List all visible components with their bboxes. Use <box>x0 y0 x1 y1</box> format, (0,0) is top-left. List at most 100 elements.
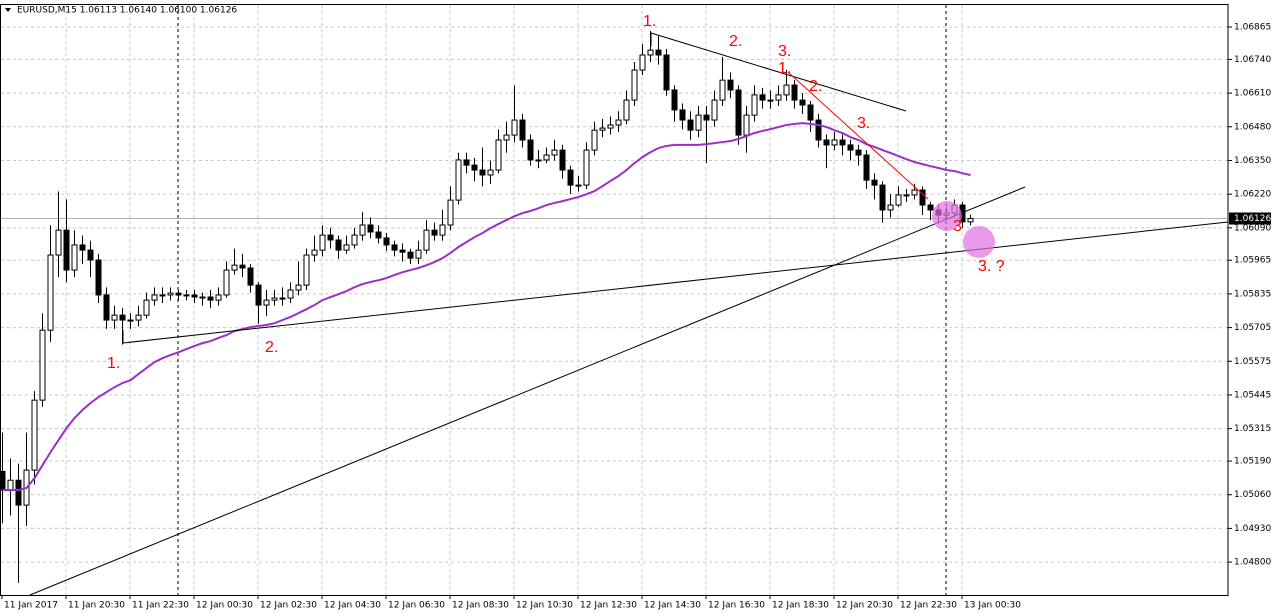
candle-body <box>967 218 974 223</box>
candle-body <box>95 259 102 296</box>
candle-body <box>367 224 374 233</box>
candle-body <box>407 251 414 259</box>
candle-body <box>423 229 430 251</box>
y-tick-label: 1.04800 <box>1234 558 1271 568</box>
candle-body <box>791 84 798 101</box>
highlight-circle <box>932 201 962 231</box>
y-tick-label: 1.05445 <box>1234 390 1271 400</box>
x-tick-label: 12 Jan 18:30 <box>772 601 829 611</box>
candle-body <box>591 129 598 151</box>
trend-line <box>122 221 1229 344</box>
candle-body <box>223 269 230 296</box>
y-tick-label: 1.06865 <box>1234 23 1271 33</box>
candle-body <box>823 139 830 146</box>
candle-body <box>807 104 814 121</box>
candle-body <box>151 294 158 301</box>
candle-body <box>519 119 526 141</box>
candle-body <box>263 299 270 306</box>
candle-body <box>623 99 630 121</box>
candle-body <box>111 314 118 321</box>
candle-body <box>615 119 622 126</box>
candle-body <box>551 149 558 156</box>
candle-body <box>567 169 574 186</box>
candle-body <box>639 54 646 71</box>
annotation: 3 <box>953 218 962 235</box>
x-tick-label: 11 Jan 20:30 <box>68 601 125 611</box>
candle-body <box>319 234 326 251</box>
candle-body <box>711 99 718 121</box>
x-tick-label: 12 Jan 04:30 <box>324 601 381 611</box>
candle-body <box>255 284 262 306</box>
candle-body <box>207 296 214 301</box>
candle-body <box>47 254 54 331</box>
candle-body <box>103 294 110 321</box>
candle-body <box>167 292 174 296</box>
candle-body <box>679 109 686 121</box>
candle-body <box>351 234 358 246</box>
x-tick-label: 12 Jan 08:30 <box>452 601 509 611</box>
candle-body <box>879 184 886 211</box>
candle-body <box>239 264 246 269</box>
x-tick-label: 12 Jan 02:30 <box>260 601 317 611</box>
candle-body <box>303 254 310 286</box>
candle-body <box>671 89 678 111</box>
annotation: 3. <box>778 43 791 60</box>
candle-body <box>215 294 222 301</box>
highlight-circle <box>963 226 995 258</box>
candle-body <box>127 319 134 322</box>
candle-body <box>663 54 670 91</box>
candle-body <box>607 124 614 129</box>
candle-body <box>247 267 254 286</box>
candle-body <box>287 289 294 299</box>
candle-body <box>15 479 22 506</box>
grid <box>1 5 1228 595</box>
candle-body <box>815 119 822 141</box>
x-tick-label: 12 Jan 14:30 <box>644 601 701 611</box>
candle-body <box>359 224 366 236</box>
candle-body <box>471 164 478 171</box>
candle-body <box>447 199 454 226</box>
y-tick-label: 1.06740 <box>1234 55 1271 65</box>
candle-body <box>583 149 590 186</box>
y-tick-label: 1.06090 <box>1234 223 1271 233</box>
annotation: 3. ? <box>978 258 1005 275</box>
candle-body <box>799 99 806 106</box>
y-tick-label: 1.05575 <box>1234 357 1271 367</box>
candle-body <box>727 79 734 91</box>
candle-body <box>559 149 566 171</box>
candle-body <box>463 159 470 166</box>
candle-body <box>383 237 390 246</box>
candle-body <box>735 89 742 136</box>
x-tick-label: 12 Jan 10:30 <box>516 601 573 611</box>
moving-average <box>2 122 971 492</box>
x-tick-label: 12 Jan 12:30 <box>580 601 637 611</box>
trend-line <box>29 186 1026 596</box>
candle-body <box>543 154 550 161</box>
y-tick-label: 1.06350 <box>1234 156 1271 166</box>
trend-line <box>787 71 929 200</box>
candle-body <box>7 479 14 491</box>
candle-body <box>415 249 422 259</box>
candle-body <box>399 249 406 253</box>
candle-body <box>887 204 894 211</box>
menu-icon[interactable] <box>5 8 11 12</box>
y-tick-label: 1.05315 <box>1234 424 1271 434</box>
y-tick-label: 1.04930 <box>1234 524 1271 534</box>
candle-body <box>199 296 206 299</box>
annotation: 3. <box>857 115 870 132</box>
candle-body <box>231 264 238 271</box>
candle-body <box>751 94 758 116</box>
candle-body <box>767 99 774 102</box>
x-tick-label: 12 Jan 22:30 <box>900 601 957 611</box>
candle-body <box>55 229 62 256</box>
candle-body <box>895 194 902 206</box>
annotation: 1. <box>107 355 120 372</box>
candle-body <box>575 184 582 187</box>
x-tick-label: 12 Jan 00:30 <box>196 601 253 611</box>
y-tick-label: 1.05705 <box>1234 323 1271 333</box>
candle-body <box>743 114 750 136</box>
last-price-label: 1.06126 <box>1234 214 1271 224</box>
candle-body <box>79 244 86 251</box>
candle-body <box>391 244 398 251</box>
